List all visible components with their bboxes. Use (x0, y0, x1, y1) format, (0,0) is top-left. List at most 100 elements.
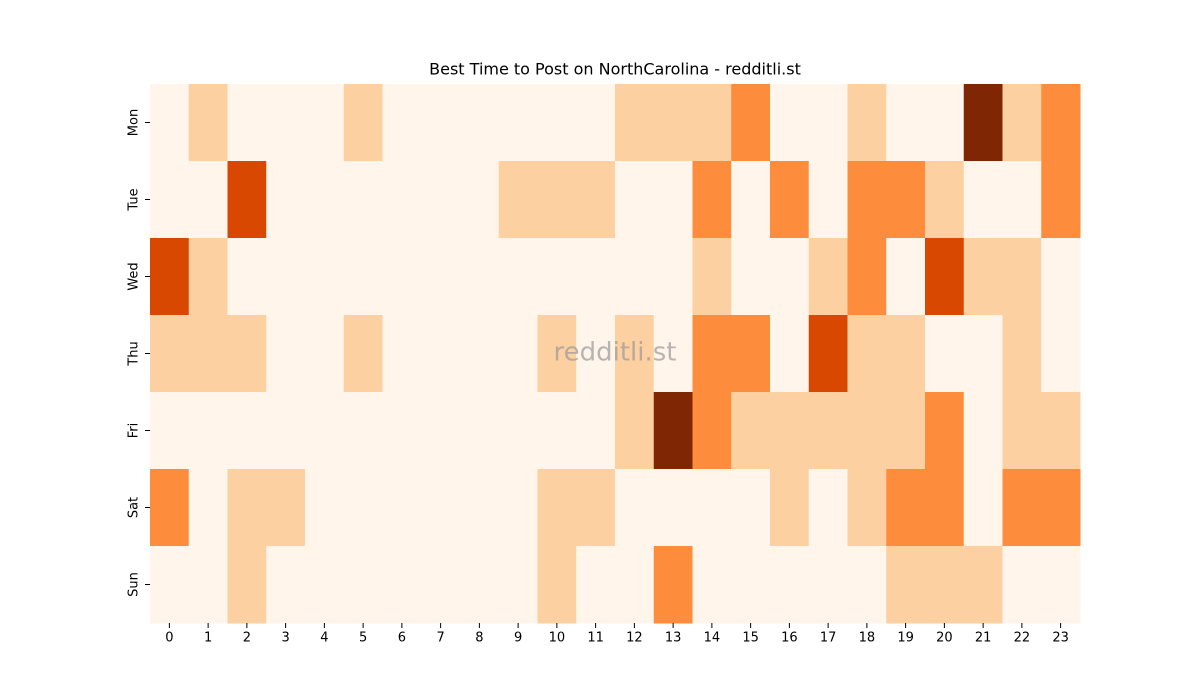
heat-cell (537, 238, 577, 316)
heat-cell (692, 84, 732, 162)
heat-cell (460, 546, 500, 624)
x-tick-label: 22 (1014, 631, 1031, 646)
heat-cell (615, 392, 655, 470)
heat-cell (460, 161, 500, 239)
heat-cell (808, 469, 848, 547)
x-tick-label: 23 (1052, 631, 1069, 646)
heat-cell (382, 238, 422, 316)
x-tick-label: 5 (359, 631, 367, 646)
heat-cell (1002, 238, 1042, 316)
heat-cell (963, 469, 1003, 547)
heat-cell (266, 469, 306, 547)
heat-cell (963, 392, 1003, 470)
heat-cell (305, 546, 345, 624)
heat-cell (150, 161, 190, 239)
heat-cell (227, 238, 267, 316)
heat-cell (1041, 315, 1081, 393)
heat-cell (576, 546, 616, 624)
x-tick-label: 14 (704, 631, 721, 646)
heat-cell (150, 392, 190, 470)
heat-cell (382, 84, 422, 162)
x-tick-label: 4 (320, 631, 328, 646)
heat-cell (1002, 84, 1042, 162)
heat-cell (925, 84, 965, 162)
heat-cell (808, 546, 848, 624)
x-tick-label: 13 (665, 631, 682, 646)
heat-cell (421, 161, 461, 239)
x-tick-label: 1 (204, 631, 212, 646)
heat-cell (382, 161, 422, 239)
y-tick-label: Wed (127, 262, 142, 290)
heat-cell (227, 315, 267, 393)
heat-cell (537, 469, 577, 547)
heat-cell (1002, 392, 1042, 470)
heat-cell (460, 392, 500, 470)
y-tick-label: Tue (127, 188, 142, 211)
heat-cell (266, 392, 306, 470)
heat-cell (305, 161, 345, 239)
x-tick-label: 9 (514, 631, 522, 646)
heat-cell (847, 161, 887, 239)
heat-cell (227, 546, 267, 624)
heat-cell (460, 315, 500, 393)
heat-cell (770, 469, 810, 547)
y-tick-label: Sun (127, 572, 142, 597)
heat-cell (692, 546, 732, 624)
x-tick-label: 2 (243, 631, 251, 646)
heat-cell (731, 161, 771, 239)
heat-cell (460, 84, 500, 162)
heat-cell (150, 84, 190, 162)
heat-cell (731, 392, 771, 470)
x-tick-label: 17 (820, 631, 837, 646)
heat-cell (150, 315, 190, 393)
heat-cell (305, 238, 345, 316)
heat-cell (770, 84, 810, 162)
heat-cell (847, 546, 887, 624)
heat-cell (731, 315, 771, 393)
y-tick-label: Mon (127, 109, 142, 136)
heat-cell (421, 469, 461, 547)
heat-cell (770, 315, 810, 393)
heat-cell (692, 315, 732, 393)
x-tick-label: 20 (936, 631, 953, 646)
heat-cell (343, 315, 383, 393)
heat-cell (653, 546, 693, 624)
heat-cell (692, 469, 732, 547)
heat-cell (886, 238, 926, 316)
heat-cell (886, 392, 926, 470)
heat-cell (615, 161, 655, 239)
heat-cell (498, 315, 538, 393)
heat-cell (615, 315, 655, 393)
heat-cell (1002, 546, 1042, 624)
heat-cell (653, 469, 693, 547)
heat-cell (382, 392, 422, 470)
heat-cell (498, 392, 538, 470)
x-tick-label: 0 (165, 631, 173, 646)
heat-cell (150, 469, 190, 547)
heat-cell (963, 315, 1003, 393)
heat-cell (421, 315, 461, 393)
heat-cell (925, 315, 965, 393)
heat-cell (731, 546, 771, 624)
heat-cell (576, 238, 616, 316)
heat-cell (188, 392, 228, 470)
y-tick-label: Fri (127, 423, 142, 439)
heat-cell (498, 238, 538, 316)
y-tick-label: Thu (127, 341, 142, 366)
heat-cell (460, 469, 500, 547)
heat-cell (731, 469, 771, 547)
heat-cell (150, 546, 190, 624)
heat-cell (576, 84, 616, 162)
x-tick-label: 10 (549, 631, 566, 646)
heat-cell (653, 315, 693, 393)
heat-cell (460, 238, 500, 316)
heat-cell (847, 315, 887, 393)
heat-cell (808, 392, 848, 470)
heat-cell (1002, 161, 1042, 239)
heat-cell (653, 84, 693, 162)
heat-cell (615, 84, 655, 162)
heat-cell (150, 238, 190, 316)
heat-cell (421, 238, 461, 316)
heat-cell (343, 546, 383, 624)
chart-title: Best Time to Post on NorthCarolina - red… (429, 60, 801, 79)
